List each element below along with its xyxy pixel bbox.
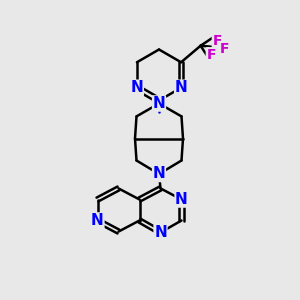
Text: N: N (175, 80, 188, 95)
Text: F: F (212, 34, 222, 48)
Text: N: N (153, 167, 165, 182)
Text: N: N (130, 80, 143, 95)
Text: N: N (153, 96, 165, 111)
Text: N: N (91, 213, 104, 228)
Text: F: F (220, 42, 229, 56)
Text: N: N (154, 225, 167, 240)
Text: N: N (175, 192, 188, 207)
Text: F: F (206, 48, 216, 62)
